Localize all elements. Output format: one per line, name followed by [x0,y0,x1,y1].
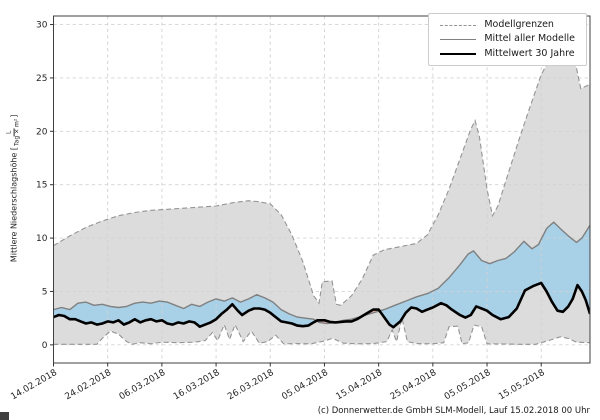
envelope-upper-line [53,58,590,306]
legend-item-modellgrenzen: Modellgrenzen [440,19,575,30]
x-tick-label: 06.03.2018 [118,368,168,403]
black-line-swatch [440,53,477,56]
y-axis-label: Mittlere Niederschlagshöhe [L Tag × m²] [6,38,22,338]
x-tick-label: 05.04.2018 [280,368,330,403]
x-tick-label: 15.04.2018 [335,368,385,403]
mean-30y-line [53,281,590,329]
y-tick-label: 15 [36,181,47,191]
x-tick-label: 14.02.2018 [9,368,59,403]
model-mean-line [53,221,590,325]
plot-border [53,15,591,364]
gray-line-swatch [440,39,477,41]
band-above-normal [53,294,317,327]
x-tick-label: 25.04.2018 [389,368,439,403]
corner-artifact [0,412,9,420]
legend-label: Modellgrenzen [484,19,554,30]
x-tick-label: 16.03.2018 [172,368,222,403]
footer-credit: (c) Donnerwetter.de GmbH SLM-Modell, Lau… [317,406,590,416]
unit-denominator: Tag × m² [13,118,21,146]
x-tick-label: 05.05.2018 [443,368,493,403]
legend-label: Mittelwert 30 Jahre [484,47,575,59]
y-tick-label: 25 [36,74,47,84]
x-tick-label: 26.03.2018 [226,368,276,403]
dashed-line-swatch [440,24,477,26]
y-axis-label-text: Mittlere Niederschlagshöhe [9,150,19,263]
unit-bracket-close: ] [9,114,19,118]
envelope-lower-line [53,318,590,345]
band-above-normal [379,222,590,327]
y-tick-label: 20 [36,127,48,137]
y-tick-label: 30 [36,21,48,31]
legend-item-mittelwert-30-jahre: Mittelwert 30 Jahre [440,47,575,59]
legend-label: Mittel aller Modelle [484,33,575,45]
unit-fraction: L Tag × m² [6,118,22,146]
legend: Modellgrenzen Mittel aller Modelle Mitte… [428,13,587,67]
y-tick-label: 10 [36,234,48,244]
unit-bracket-open: [ [9,147,19,151]
x-tick-label: 24.02.2018 [64,368,114,403]
y-tick-label: 0 [42,341,48,351]
x-tick-label: 15.05.2018 [497,368,547,403]
legend-item-mittel-aller-modelle: Mittel aller Modelle [440,33,575,45]
y-tick-label: 5 [42,287,48,297]
